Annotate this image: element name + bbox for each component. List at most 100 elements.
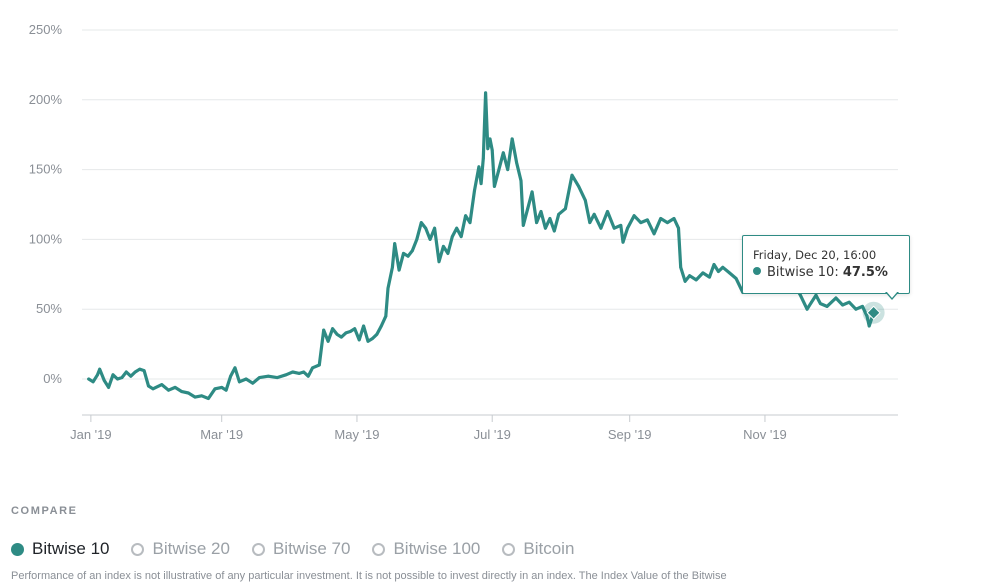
data-point [825, 305, 829, 308]
data-point [233, 366, 237, 370]
data-point [515, 161, 518, 165]
radio-unselected-icon [372, 542, 386, 556]
compare-label: Bitwise 10 [32, 539, 110, 558]
data-point [291, 370, 295, 374]
data-point [244, 377, 248, 381]
data-point [362, 324, 365, 328]
data-point [526, 207, 530, 211]
data-point [683, 279, 687, 283]
data-point [129, 374, 133, 378]
data-point [102, 379, 106, 382]
data-point [468, 221, 472, 225]
data-point [348, 330, 352, 333]
data-point [734, 277, 738, 280]
tooltip-pointer-inner [886, 291, 898, 298]
data-point [340, 335, 343, 339]
series-layer [87, 91, 876, 401]
compare-item-bitcoin[interactable]: Bitcoin [502, 539, 574, 559]
data-point [251, 381, 255, 385]
data-point [606, 210, 609, 213]
data-point [322, 328, 326, 332]
data-point [326, 339, 330, 343]
data-point [87, 377, 91, 381]
compare-legend: Bitwise 10 Bitwise 20 Bitwise 70 Bitwise… [11, 539, 596, 559]
data-point [564, 207, 567, 211]
compare-item-bitwise-100[interactable]: Bitwise 100 [372, 539, 480, 559]
y-tick-label: 50% [36, 301, 62, 316]
y-tick-label: 250% [29, 22, 63, 37]
compare-item-bitwise-70[interactable]: Bitwise 70 [251, 539, 350, 559]
data-point [437, 260, 441, 264]
data-point [490, 148, 494, 152]
data-point [371, 337, 374, 340]
data-point [497, 168, 501, 172]
data-point [708, 275, 711, 279]
data-point [442, 245, 445, 248]
radio-selected-icon [11, 542, 24, 556]
data-point [854, 307, 858, 311]
data-point [712, 263, 716, 266]
data-point [331, 327, 334, 331]
x-tick-label: Sep '19 [608, 427, 652, 442]
data-point [317, 363, 321, 367]
data-point [592, 212, 596, 216]
data-point [120, 376, 124, 379]
data-point [481, 157, 485, 160]
data-point [238, 380, 241, 384]
tooltip-row: Bitwise 10: 47.5% [753, 265, 888, 280]
data-point [428, 238, 432, 241]
data-point [375, 332, 379, 336]
data-point [133, 370, 137, 374]
tooltip-colon: : [834, 265, 843, 280]
grid-lines [82, 29, 898, 380]
data-point [344, 331, 348, 335]
data-point [366, 339, 370, 343]
data-point [411, 249, 414, 253]
data-point [147, 384, 150, 388]
data-point [501, 151, 505, 155]
data-point [393, 242, 397, 246]
tooltip-series-name: Bitwise 10 [767, 265, 835, 280]
data-point [493, 185, 496, 188]
x-tick-label: Jan '19 [70, 427, 112, 442]
data-point [415, 238, 419, 241]
data-point [847, 300, 851, 304]
chart-tooltip: Friday, Dec 20, 16:00 Bitwise 10: 47.5% [742, 235, 910, 300]
data-point [397, 268, 401, 272]
data-point [450, 235, 454, 239]
data-point [266, 374, 270, 378]
data-point [151, 387, 155, 391]
compare-label: Bitcoin [523, 539, 575, 558]
hover-diamond-icon [866, 305, 881, 320]
data-point [834, 296, 838, 300]
data-point [386, 286, 390, 290]
x-tick-label: Mar '19 [200, 427, 243, 442]
data-point [632, 214, 636, 218]
y-tick-label: 100% [29, 231, 63, 246]
data-point [805, 307, 809, 311]
data-point [446, 252, 450, 255]
y-tick-label: 0% [43, 371, 62, 386]
data-point [311, 366, 314, 370]
tooltip-series-dot [753, 267, 761, 275]
data-point [626, 226, 629, 230]
compare-item-bitwise-20[interactable]: Bitwise 20 [131, 539, 230, 559]
y-axis: 0% 50% 100% 150% 200% 250% [29, 22, 63, 386]
data-point [548, 217, 552, 220]
data-point [116, 377, 119, 381]
data-point [302, 370, 306, 374]
data-point [666, 221, 669, 225]
data-point [229, 374, 233, 378]
compare-item-bitwise-10[interactable]: Bitwise 10 [11, 539, 109, 559]
data-point [652, 232, 656, 236]
data-point [539, 210, 543, 213]
data-point [639, 221, 643, 225]
data-point [180, 390, 184, 393]
data-point [142, 369, 146, 372]
data-point [577, 185, 581, 188]
data-point [297, 372, 301, 375]
data-point [619, 224, 623, 227]
data-point [419, 221, 423, 225]
data-point [160, 383, 164, 386]
data-point [865, 314, 869, 318]
